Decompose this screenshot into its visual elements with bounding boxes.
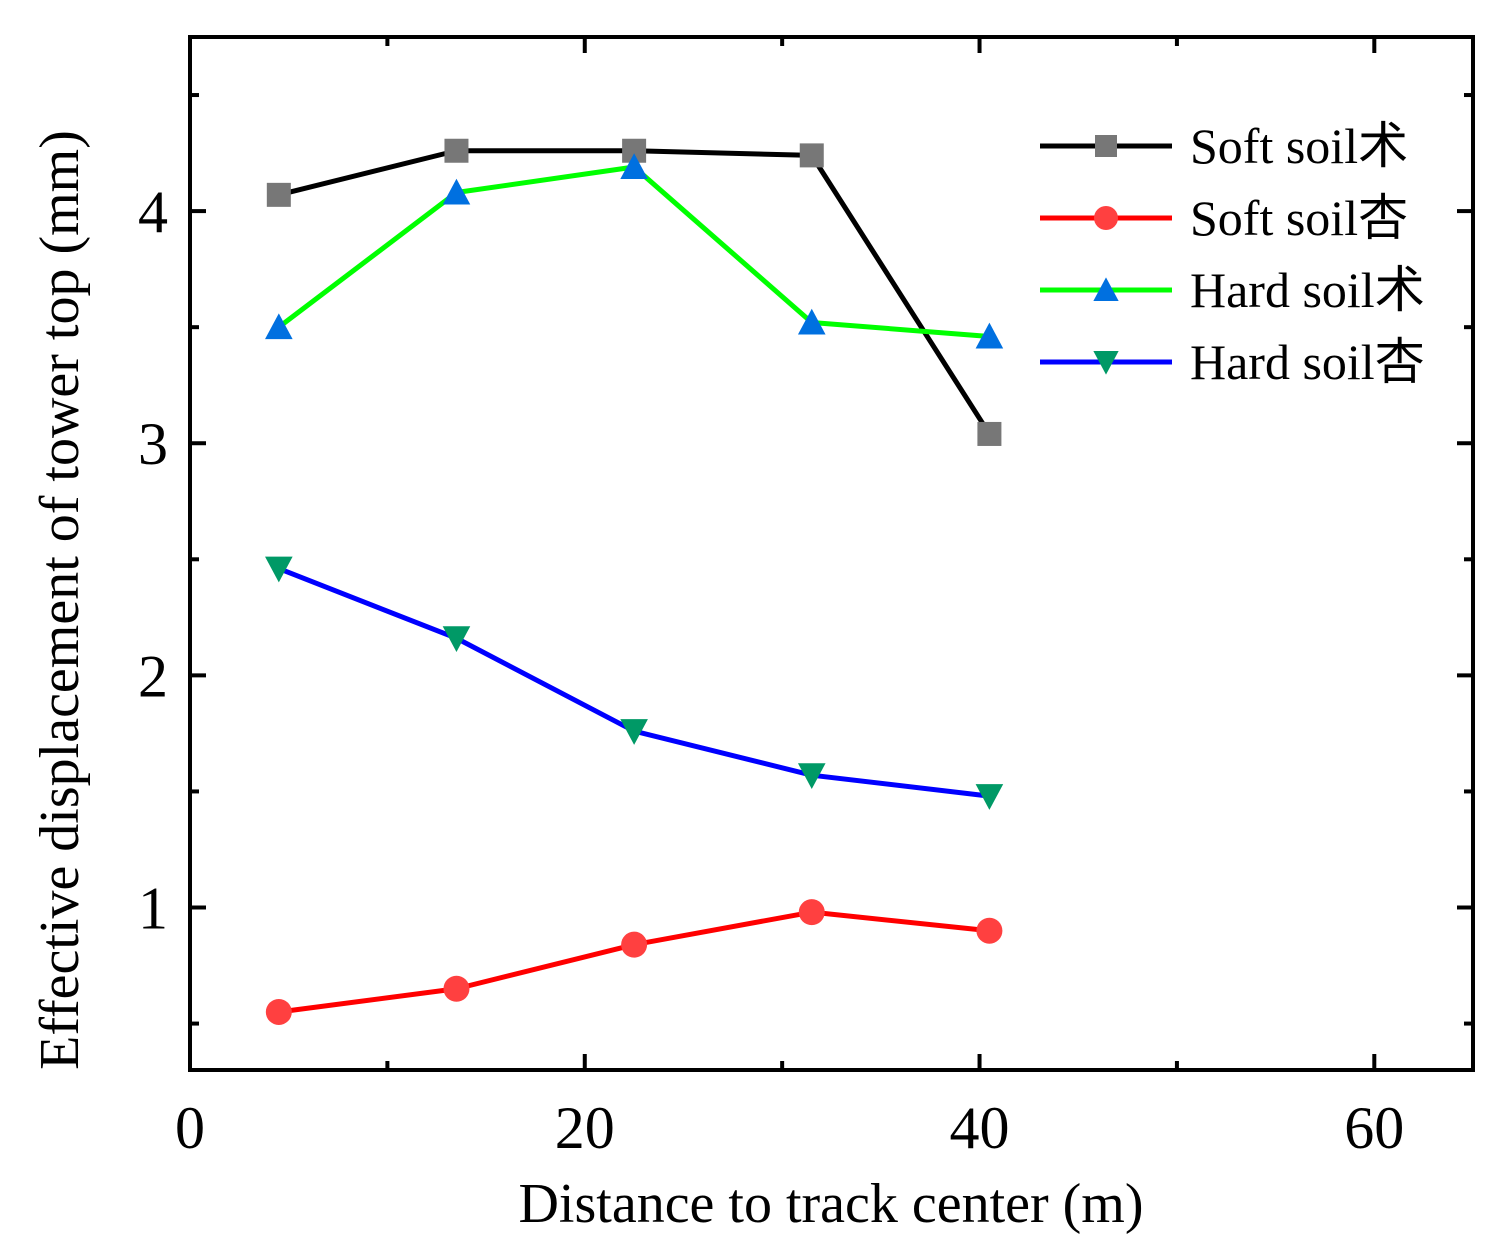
legend-marker	[1095, 135, 1117, 157]
series-line-3	[277, 164, 990, 339]
data-point	[265, 998, 292, 1025]
series-line-1	[278, 148, 992, 436]
data-point	[620, 719, 648, 745]
data-point	[798, 899, 825, 926]
legend-marker	[1093, 277, 1119, 301]
data-point	[442, 626, 471, 653]
x-tick-label: 60	[1344, 1095, 1404, 1161]
legend-marker	[1094, 206, 1118, 230]
plot-frame	[188, 35, 1475, 1072]
y-axis-title: Effective displacement of tower top (mm)	[29, 130, 91, 1070]
legend-marker	[1093, 351, 1119, 375]
series-lines	[277, 148, 992, 1015]
data-point	[797, 763, 826, 789]
legend: Soft soil术 Soft soil杏 Hard soil术 Hard soil杏	[1040, 118, 1425, 390]
y-tick-label: 3	[138, 411, 168, 477]
x-axis-title: Distance to track center (m)	[518, 1173, 1143, 1235]
data-point	[976, 917, 1003, 944]
data-point	[443, 975, 470, 1002]
legend-label: Soft soil杏	[1190, 190, 1408, 246]
data-point	[797, 308, 826, 335]
series-markers	[265, 138, 1004, 1025]
data-point	[975, 322, 1004, 349]
axis-ticks	[188, 37, 1473, 1070]
data-point	[265, 313, 293, 340]
legend-label: Hard soil术	[1190, 262, 1425, 318]
data-point	[620, 153, 648, 179]
data-point	[621, 931, 648, 958]
x-tick-labels: 0 20 40 60	[175, 1095, 1404, 1161]
y-tick-label: 2	[138, 643, 168, 709]
series-line-2	[278, 909, 990, 1015]
x-tick-label: 0	[175, 1095, 205, 1161]
x-tick-label: 20	[555, 1095, 615, 1161]
data-point	[975, 784, 1004, 810]
y-tick-labels: 1 2 3 4	[138, 179, 168, 941]
legend-label: Soft soil术	[1190, 118, 1408, 174]
data-point	[799, 143, 824, 168]
y-tick-label: 4	[138, 179, 168, 245]
data-point	[266, 182, 291, 207]
x-tick-label: 40	[950, 1095, 1010, 1161]
y-tick-label: 1	[138, 876, 168, 942]
data-point	[442, 178, 471, 205]
data-point	[444, 138, 469, 163]
legend-label: Hard soil杏	[1190, 334, 1425, 390]
data-point	[265, 556, 293, 583]
data-point	[977, 421, 1002, 446]
series-line-4	[277, 566, 990, 799]
